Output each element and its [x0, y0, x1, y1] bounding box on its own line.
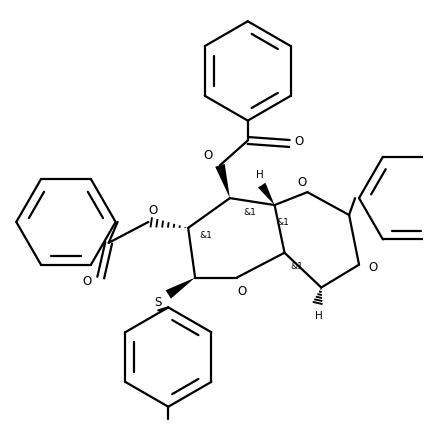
Text: O: O — [368, 261, 377, 274]
Text: O: O — [298, 176, 307, 189]
Text: O: O — [204, 149, 213, 162]
Text: O: O — [295, 135, 304, 148]
Polygon shape — [166, 278, 195, 299]
Text: &1: &1 — [243, 208, 256, 217]
Text: S: S — [155, 296, 162, 309]
Text: &1: &1 — [200, 232, 212, 241]
Text: O: O — [237, 285, 246, 298]
Text: H: H — [315, 311, 323, 321]
Text: H: H — [256, 170, 264, 180]
Text: O: O — [149, 204, 158, 217]
Text: &1: &1 — [276, 218, 289, 227]
Polygon shape — [215, 164, 230, 198]
Text: O: O — [82, 275, 92, 288]
Text: &1: &1 — [290, 262, 303, 271]
Polygon shape — [258, 183, 275, 205]
